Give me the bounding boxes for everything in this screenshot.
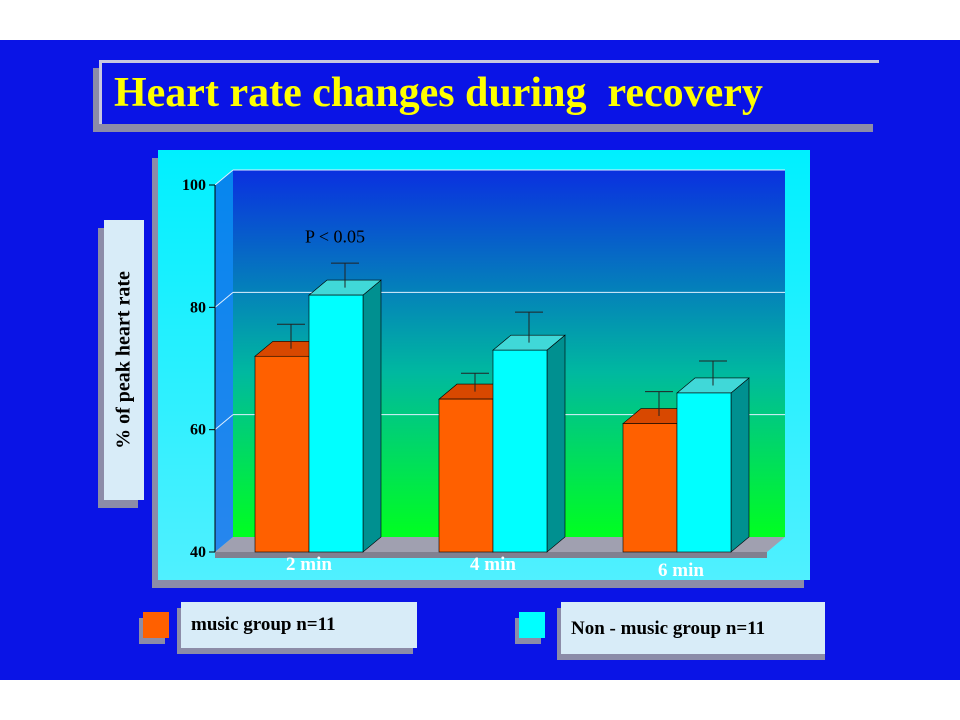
bar: [254, 355, 310, 553]
bar-side: [546, 334, 566, 553]
bar: [308, 294, 364, 553]
bar: [622, 423, 678, 553]
y-tick-label: 40: [190, 544, 206, 561]
slide-title: Heart rate changes during recovery: [114, 70, 763, 116]
gridline-diagonal: [214, 414, 234, 431]
x-tick-label: 4 min: [470, 554, 516, 575]
bar: [438, 398, 494, 553]
legend-swatch-nonmusic: [519, 612, 545, 638]
y-tick-label: 100: [182, 177, 206, 194]
y-tick-label: 60: [190, 422, 206, 439]
bar: [676, 392, 732, 553]
title-box: Heart rate changes during recovery: [99, 60, 879, 124]
gridline-diagonal: [214, 291, 234, 308]
legend-swatch-music: [143, 612, 169, 638]
significance-annotation: P < 0.05: [305, 227, 365, 247]
legend-label-music: music group n=11: [181, 602, 417, 648]
x-tick-label: 6 min: [658, 560, 704, 581]
plot-side-wall: [215, 170, 233, 552]
bar: [492, 349, 548, 553]
y-tick-label: 80: [190, 299, 206, 316]
y-axis-label-box: [104, 220, 144, 500]
gridline-diagonal: [214, 169, 234, 186]
legend-label-nonmusic: Non - music group n=11: [561, 602, 825, 654]
bar-side: [730, 377, 750, 553]
plot-floor-edge: [215, 552, 767, 558]
x-tick-label: 2 min: [286, 554, 332, 575]
bar-side: [362, 279, 382, 553]
